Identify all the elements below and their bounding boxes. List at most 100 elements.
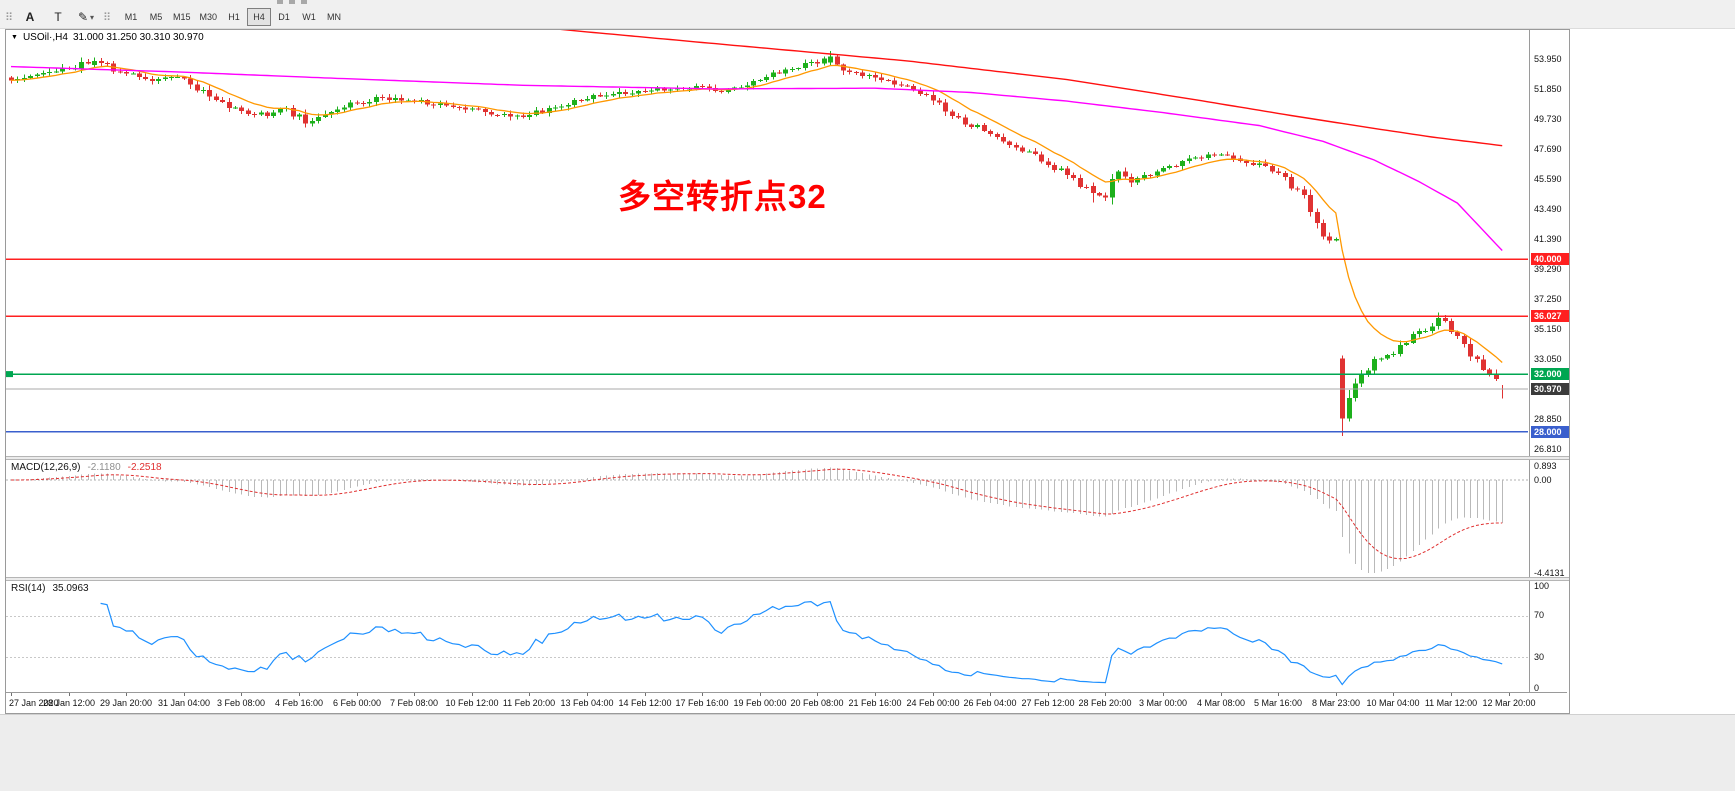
macd-chart[interactable] [6, 460, 1528, 577]
status-area [0, 714, 1735, 791]
timeframe-button-h1[interactable]: H1 [228, 12, 240, 22]
price-axis-label: 37.250 [1534, 293, 1562, 304]
time-axis-label: 21 Feb 16:00 [848, 698, 902, 708]
text-annotation-button[interactable]: A [25, 10, 35, 24]
time-axis-tick [11, 693, 12, 696]
time-axis-tick [414, 693, 415, 696]
macd-axis-label: 0.893 [1534, 461, 1557, 471]
symbol-timeframe-label: USOil·,H4 [22, 32, 68, 43]
price-level-tag[interactable]: 36.027 [1531, 310, 1569, 322]
price-axis-label: 41.390 [1534, 234, 1562, 245]
rsi-panel: RSI(14) 35.0963 [6, 581, 1528, 692]
time-axis-tick [241, 693, 242, 696]
pencil-icon: ✎ [77, 10, 89, 24]
time-axis-tick [1278, 693, 1279, 696]
rsi-value: 35.0963 [52, 583, 89, 594]
time-axis-label: 31 Jan 04:00 [157, 698, 211, 708]
toolbar-row: ⠿ A T ✎ ▾ ⠿ M1 M5 M15 M30 H1 H4 D1 W1 MN [3, 6, 346, 28]
timeframe-button-mn[interactable]: MN [327, 12, 342, 22]
time-axis-label: 19 Feb 00:00 [733, 698, 787, 708]
time-axis-label: 3 Feb 08:00 [216, 698, 266, 708]
price-axis-label: 33.050 [1534, 354, 1562, 365]
time-axis-label: 14 Feb 12:00 [618, 698, 672, 708]
macd-panel: MACD(12,26,9) -2.1180 -2.2518 [6, 460, 1528, 577]
price-axis-label: 43.490 [1534, 204, 1562, 215]
time-axis-tick [1336, 693, 1337, 696]
rsi-axis-label: 100 [1534, 581, 1550, 591]
macd-signal-value: -2.2518 [127, 462, 162, 473]
current-price-tag: 30.970 [1531, 383, 1569, 395]
text-tool-button[interactable]: T [54, 10, 62, 24]
toolbar-grip-icon[interactable]: ⠿ [102, 11, 112, 24]
rsi-chart[interactable] [6, 581, 1528, 692]
time-axis-label: 10 Feb 12:00 [445, 698, 499, 708]
price-axis-label: 47.690 [1534, 143, 1562, 154]
price-level-tag[interactable]: 32.000 [1531, 368, 1569, 380]
time-axis-label: 11 Feb 20:00 [502, 698, 556, 708]
toolbar-grip-icon[interactable]: ⠿ [4, 11, 14, 24]
timeframe-button-d1[interactable]: D1 [278, 12, 290, 22]
time-axis-label: 27 Feb 12:00 [1021, 698, 1075, 708]
time-axis-label: 4 Feb 16:00 [274, 698, 324, 708]
chart-window: ▼ USOil·,H4 31.000 31.250 30.310 30.970 … [5, 29, 1570, 714]
macd-label: MACD(12,26,9) -2.1180 -2.2518 [11, 462, 162, 473]
time-axis-label: 13 Feb 04:00 [560, 698, 614, 708]
price-axis[interactable]: 53.950 51.850 49.730 47.690 45.590 43.490 41.3… [1529, 30, 1569, 693]
timeframe-button-m5[interactable]: M5 [149, 12, 163, 22]
time-axis-tick [1163, 693, 1164, 696]
timeframe-button-m30[interactable]: M30 [199, 12, 218, 22]
time-axis-label: 26 Feb 04:00 [963, 698, 1017, 708]
symbol-collapse-icon[interactable]: ▼ [11, 34, 18, 41]
time-axis-label: 8 Mar 23:00 [1311, 698, 1361, 708]
time-axis-label: 29 Jan 20:00 [99, 698, 153, 708]
timeframe-toolbar: M1 M5 M15 M30 H1 H4 D1 W1 MN [119, 8, 346, 26]
timeframe-button-m15[interactable]: M15 [173, 12, 191, 22]
macd-main-value: -2.1180 [87, 462, 121, 473]
rsi-name: RSI(14) [11, 583, 46, 594]
time-axis-label: 24 Feb 00:00 [906, 698, 960, 708]
panel-splitter[interactable] [6, 456, 1569, 460]
chart-annotation-text[interactable]: 多空转折点32 [618, 178, 827, 215]
time-axis-tick [760, 693, 761, 696]
price-axis-label: 28.850 [1534, 414, 1562, 425]
price-axis-label: 51.850 [1534, 83, 1562, 94]
candlestick-chart[interactable] [6, 30, 1528, 456]
time-axis-label: 27 Jan 2020 [9, 698, 59, 708]
time-axis-label: 3 Mar 00:00 [1138, 698, 1188, 708]
rsi-label: RSI(14) 35.0963 [11, 583, 89, 594]
time-axis-tick [126, 693, 127, 696]
price-level-tag[interactable]: 40.000 [1531, 253, 1569, 265]
panel-splitter[interactable] [6, 577, 1569, 581]
draw-tool-button[interactable]: ✎ ▾ [73, 7, 99, 27]
time-axis-label: 5 Mar 16:00 [1253, 698, 1303, 708]
time-axis-tick [529, 693, 530, 696]
time-axis-label: 28 Feb 20:00 [1078, 698, 1132, 708]
price-axis-label: 39.290 [1534, 264, 1562, 275]
timeframe-button-m1[interactable]: M1 [124, 12, 138, 22]
toolbar: ⠿ A T ✎ ▾ ⠿ M1 M5 M15 M30 H1 H4 D1 W1 MN [0, 0, 1735, 29]
chart-title: ▼ USOil·,H4 31.000 31.250 30.310 30.970 [11, 32, 204, 43]
time-axis-label: 10 Mar 04:00 [1366, 698, 1420, 708]
time-axis-tick [357, 693, 358, 696]
time-axis-label: 6 Feb 00:00 [332, 698, 382, 708]
time-axis-tick [1393, 693, 1394, 696]
time-axis-tick [1509, 693, 1510, 696]
timeframe-button-w1[interactable]: W1 [302, 12, 316, 22]
macd-axis-label: 0.00 [1534, 475, 1552, 485]
time-axis-tick [702, 693, 703, 696]
time-axis-tick [1221, 693, 1222, 696]
timeframe-button-h4[interactable]: H4 [247, 8, 272, 26]
price-axis-label: 26.810 [1534, 443, 1562, 454]
price-axis-label: 45.590 [1534, 173, 1562, 184]
time-axis-tick [817, 693, 818, 696]
clipped-menu-fragment [301, 0, 307, 4]
time-axis-label: 20 Feb 08:00 [790, 698, 844, 708]
time-axis-tick [1048, 693, 1049, 696]
time-axis-tick [645, 693, 646, 696]
main-chart-panel: ▼ USOil·,H4 31.000 31.250 30.310 30.970 … [6, 30, 1528, 456]
price-level-tag[interactable]: 28.000 [1531, 426, 1569, 438]
clipped-menu-fragment [277, 0, 283, 4]
time-axis[interactable]: 27 Jan 2020 28 Jan 12:00 29 Jan 20:00 31 Ja… [6, 692, 1567, 713]
time-axis-label: 7 Feb 08:00 [389, 698, 439, 708]
price-axis-label: 53.950 [1534, 53, 1562, 64]
